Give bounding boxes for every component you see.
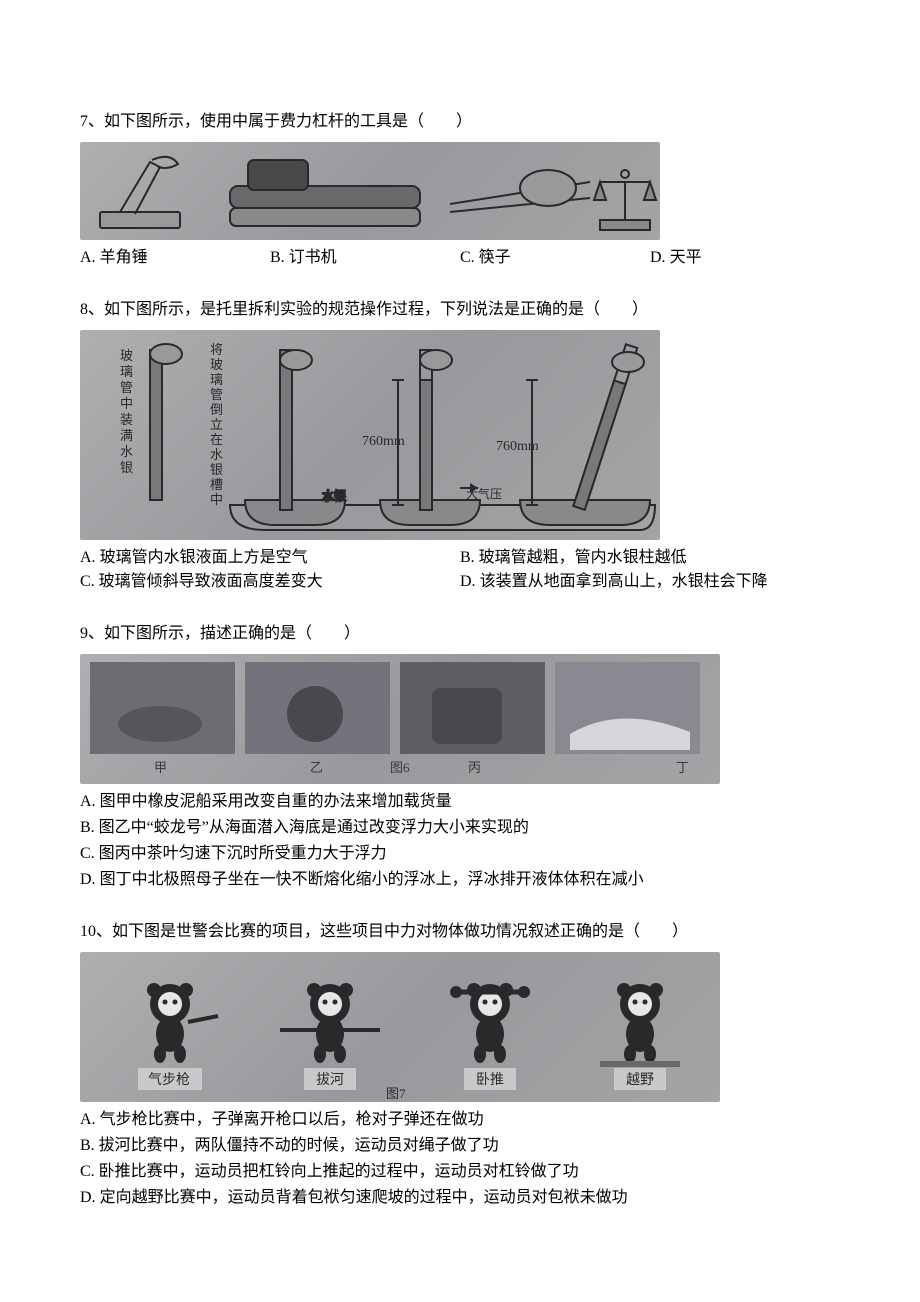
question-9: 9、如下图所示，描述正确的是（ ） 甲 乙 图6 丙 丁	[80, 622, 840, 892]
q10-option-A: A. 气步枪比赛中，子弹离开枪口以后，枪对子弹还在做功	[80, 1108, 840, 1132]
q9-figure-svg: 甲 乙 图6 丙 丁	[80, 654, 720, 784]
q8-label-shuiyin: 水银	[322, 489, 346, 503]
q8-vtext-left: 玻璃管中装满水银	[120, 348, 133, 475]
q9-panel-yi: 乙	[310, 760, 323, 775]
q10-options: A. 气步枪比赛中，子弹离开枪口以后，枪对子弹还在做功 B. 拔河比赛中，两队僵…	[80, 1108, 840, 1210]
q7-option-C: C. 筷子	[460, 246, 650, 270]
q10-optA-text: 气步枪比赛中，子弹离开枪口以后，枪对子弹还在做功	[100, 1111, 484, 1128]
q7-option-A: A. 羊角锤	[80, 246, 270, 270]
q8-option-A: A. 玻璃管内水银液面上方是空气	[80, 546, 460, 570]
q9-panel-tu6: 图6	[390, 760, 410, 775]
q10-optD-text: 定向越野比赛中，运动员背着包袱匀速爬坡的过程中，运动员对包袱未做功	[100, 1189, 628, 1206]
q10-option-D: D. 定向越野比赛中，运动员背着包袱匀速爬坡的过程中，运动员对包袱未做功	[80, 1186, 840, 1210]
q9-stem: 9、如下图所示，描述正确的是（ ）	[80, 622, 840, 646]
q7-optC-text: 筷子	[479, 249, 511, 266]
q7-figure-svg	[80, 142, 660, 240]
q8-option-B: B. 玻璃管越粗，管内水银柱越低	[460, 546, 840, 570]
q8-label-760-a: 760mm	[362, 434, 405, 449]
q8-figure-svg: 玻璃管中装满水银 将玻璃管倒立在水银槽中 水银	[80, 330, 660, 540]
q7-figure	[80, 142, 660, 240]
q9-option-B: B. 图乙中“蛟龙号”从海面潜入海底是通过改变浮力大小来实现的	[80, 816, 840, 840]
q9-option-C: C. 图丙中茶叶匀速下沉时所受重力大于浮力	[80, 842, 840, 866]
q8-options: A. 玻璃管内水银液面上方是空气 B. 玻璃管越粗，管内水银柱越低 C. 玻璃管…	[80, 546, 840, 594]
q8-option-D: D. 该装置从地面拿到高山上，水银柱会下降	[460, 570, 840, 594]
q9-panel-ding: 丁	[676, 760, 689, 775]
q10-optB-text: 拔河比赛中，两队僵持不动的时候，运动员对绳子做了功	[99, 1137, 499, 1154]
q8-optB-text: 玻璃管越粗，管内水银柱越低	[479, 549, 687, 566]
q10-cap-2: 拔河	[316, 1072, 344, 1088]
q10-mid-caption: 图7	[386, 1086, 406, 1101]
q9-option-A: A. 图甲中橡皮泥船采用改变自重的办法来增加载货量	[80, 790, 840, 814]
q10-cap-4: 越野	[626, 1072, 654, 1088]
q9-panel-jia: 甲	[154, 760, 167, 775]
q9-panel-bing: 丙	[468, 760, 481, 775]
q10-cap-3: 卧推	[476, 1072, 504, 1088]
q7-option-B: B. 订书机	[270, 246, 460, 270]
q8-figure: 玻璃管中装满水银 将玻璃管倒立在水银槽中 水银	[80, 330, 660, 540]
q8-label-760-b: 760mm	[496, 439, 539, 454]
q7-options: A. 羊角锤 B. 订书机 C. 筷子 D. 天平	[80, 246, 840, 270]
q9-option-D: D. 图丁中北极照母子坐在一快不断熔化缩小的浮冰上，浮冰排开液体体积在减小	[80, 868, 840, 892]
question-7: 7、如下图所示，使用中属于费力杠杆的工具是（ ）	[80, 110, 840, 270]
q9-options: A. 图甲中橡皮泥船采用改变自重的办法来增加载货量 B. 图乙中“蛟龙号”从海面…	[80, 790, 840, 892]
q8-optA-text: 玻璃管内水银液面上方是空气	[100, 549, 308, 566]
q7-stem: 7、如下图所示，使用中属于费力杠杆的工具是（ ）	[80, 110, 840, 134]
q7-optB-text: 订书机	[289, 249, 337, 266]
q8-stem: 8、如下图所示，是托里拆利实验的规范操作过程，下列说法是正确的是（ ）	[80, 298, 840, 322]
q10-optC-text: 卧推比赛中，运动员把杠铃向上推起的过程中，运动员对杠铃做了功	[99, 1163, 579, 1180]
question-10: 10、如下图是世警会比赛的项目，这些项目中力对物体做功情况叙述正确的是（ ）	[80, 920, 840, 1210]
q9-optA-text: 图甲中橡皮泥船采用改变自重的办法来增加载货量	[100, 793, 452, 810]
q9-optB-text: 图乙中“蛟龙号”从海面潜入海底是通过改变浮力大小来实现的	[99, 819, 529, 836]
q10-option-B: B. 拔河比赛中，两队僵持不动的时候，运动员对绳子做了功	[80, 1134, 840, 1158]
q8-optC-text: 玻璃管倾斜导致液面高度差变大	[99, 573, 323, 590]
q9-optC-text: 图丙中茶叶匀速下沉时所受重力大于浮力	[99, 845, 387, 862]
q9-figure: 甲 乙 图6 丙 丁	[80, 654, 720, 784]
q7-optD-text: 天平	[670, 249, 702, 266]
q8-vtext-mid: 将玻璃管倒立在水银槽中	[210, 342, 223, 507]
q10-figure-svg: 气步枪 拔河 卧推 越野 图7	[80, 952, 720, 1102]
q10-cap-1: 气步枪	[148, 1071, 190, 1088]
question-8: 8、如下图所示，是托里拆利实验的规范操作过程，下列说法是正确的是（ ） 玻璃管中…	[80, 298, 840, 594]
q7-option-D: D. 天平	[650, 246, 840, 270]
q8-option-C: C. 玻璃管倾斜导致液面高度差变大	[80, 570, 460, 594]
q7-optA-text: 羊角锤	[100, 249, 148, 266]
q10-option-C: C. 卧推比赛中，运动员把杠铃向上推起的过程中，运动员对杠铃做了功	[80, 1160, 840, 1184]
q8-optD-text: 该装置从地面拿到高山上，水银柱会下降	[480, 573, 768, 590]
q9-optD-text: 图丁中北极照母子坐在一快不断熔化缩小的浮冰上，浮冰排开液体体积在减小	[100, 871, 644, 888]
q10-stem: 10、如下图是世警会比赛的项目，这些项目中力对物体做功情况叙述正确的是（ ）	[80, 920, 840, 944]
q10-figure: 气步枪 拔河 卧推 越野 图7	[80, 952, 720, 1102]
